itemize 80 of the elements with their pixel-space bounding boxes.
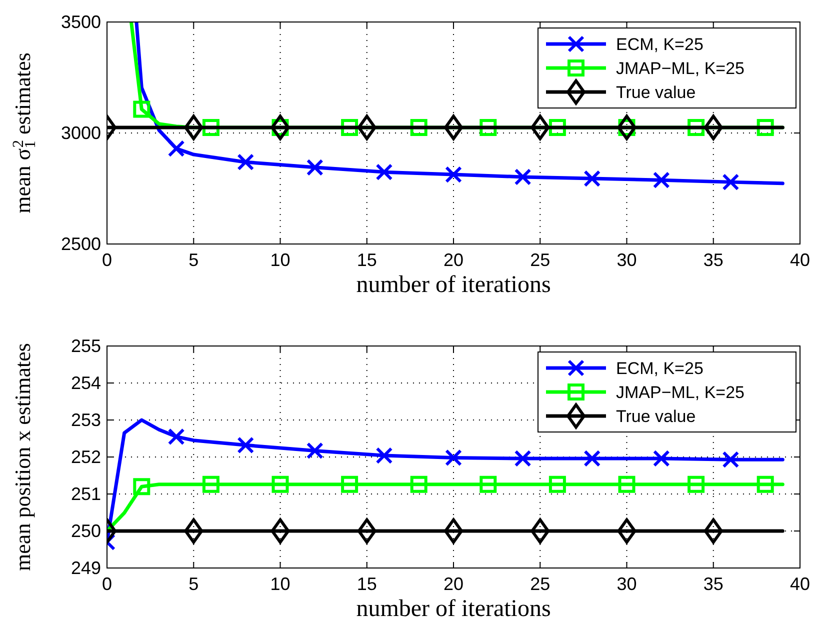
point: [444, 518, 463, 544]
x-tick-label: 20: [443, 574, 464, 594]
point: [722, 451, 740, 468]
x-tick-label: 40: [790, 574, 810, 594]
point: [133, 478, 150, 496]
x-tick-label: 15: [356, 250, 377, 270]
x-tick-label: 40: [790, 250, 810, 270]
point: [272, 476, 289, 493]
point: [168, 428, 185, 446]
point: [584, 450, 601, 467]
point: [722, 174, 740, 191]
legend-label: JMAP−ML, K=25: [616, 59, 745, 78]
point: [184, 114, 204, 140]
point: [410, 476, 428, 493]
point: [617, 518, 636, 544]
point: [514, 450, 532, 467]
y-tick-label: 251: [70, 484, 101, 504]
point: [306, 158, 324, 176]
point: [514, 168, 532, 186]
point: [688, 476, 705, 493]
point: [376, 164, 393, 181]
point: [530, 518, 550, 544]
point: [184, 518, 204, 544]
y-tick-label: 250: [70, 521, 101, 541]
y-tick-label: 255: [70, 336, 101, 356]
point: [548, 476, 566, 493]
y-axis-title: mean position x estimates: [10, 343, 35, 571]
x-tick-label: 35: [703, 574, 724, 594]
x-tick-label: 0: [102, 574, 112, 594]
point: [357, 518, 376, 544]
point: [652, 172, 670, 189]
x-axis-title: number of iterations: [356, 272, 551, 298]
y-tick-label: 252: [70, 447, 101, 467]
x-tick-label: 10: [270, 250, 290, 270]
point: [444, 114, 463, 140]
point: [357, 114, 376, 140]
y-tick-label: 253: [70, 410, 101, 430]
y-tick-label: 3000: [60, 123, 101, 143]
y-tick-label: 2500: [60, 234, 101, 254]
point: [237, 154, 254, 171]
legend-label: ECM, K=25: [616, 359, 704, 378]
x-tick-label: 35: [703, 250, 724, 270]
x-tick-label: 30: [616, 250, 637, 270]
legend-label: JMAP−ML, K=25: [616, 383, 745, 402]
x-tick-label: 25: [530, 250, 550, 270]
x-tick-label: 20: [443, 250, 464, 270]
point: [202, 476, 220, 493]
legend-label: True value: [616, 83, 696, 102]
point: [756, 476, 774, 493]
y-tick-label: 3500: [60, 12, 101, 32]
x-tick-label: 15: [356, 574, 377, 594]
point: [652, 450, 670, 467]
point: [480, 476, 497, 493]
point: [237, 436, 254, 454]
point: [704, 518, 723, 544]
point: [133, 100, 150, 118]
point: [341, 476, 358, 493]
point: [270, 518, 290, 544]
legend-label: True value: [616, 407, 696, 426]
point: [306, 442, 324, 460]
point: [168, 140, 185, 158]
point: [530, 114, 550, 140]
x-axis-title: number of iterations: [356, 596, 551, 622]
point: [376, 447, 393, 464]
x-tick-label: 10: [270, 574, 290, 594]
x-tick-label: 30: [616, 574, 637, 594]
legend-label: ECM, K=25: [616, 35, 704, 54]
x-tick-label: 0: [102, 250, 112, 270]
point: [704, 114, 723, 140]
point: [617, 114, 636, 140]
y-tick-label: 254: [70, 373, 101, 393]
point: [584, 170, 601, 188]
x-tick-label: 5: [188, 574, 199, 594]
point: [445, 449, 462, 466]
point: [270, 114, 290, 140]
point: [445, 166, 462, 184]
y-tick-label: 249: [70, 558, 101, 578]
x-tick-label: 25: [530, 574, 550, 594]
x-tick-label: 5: [188, 250, 199, 270]
point: [618, 476, 636, 493]
